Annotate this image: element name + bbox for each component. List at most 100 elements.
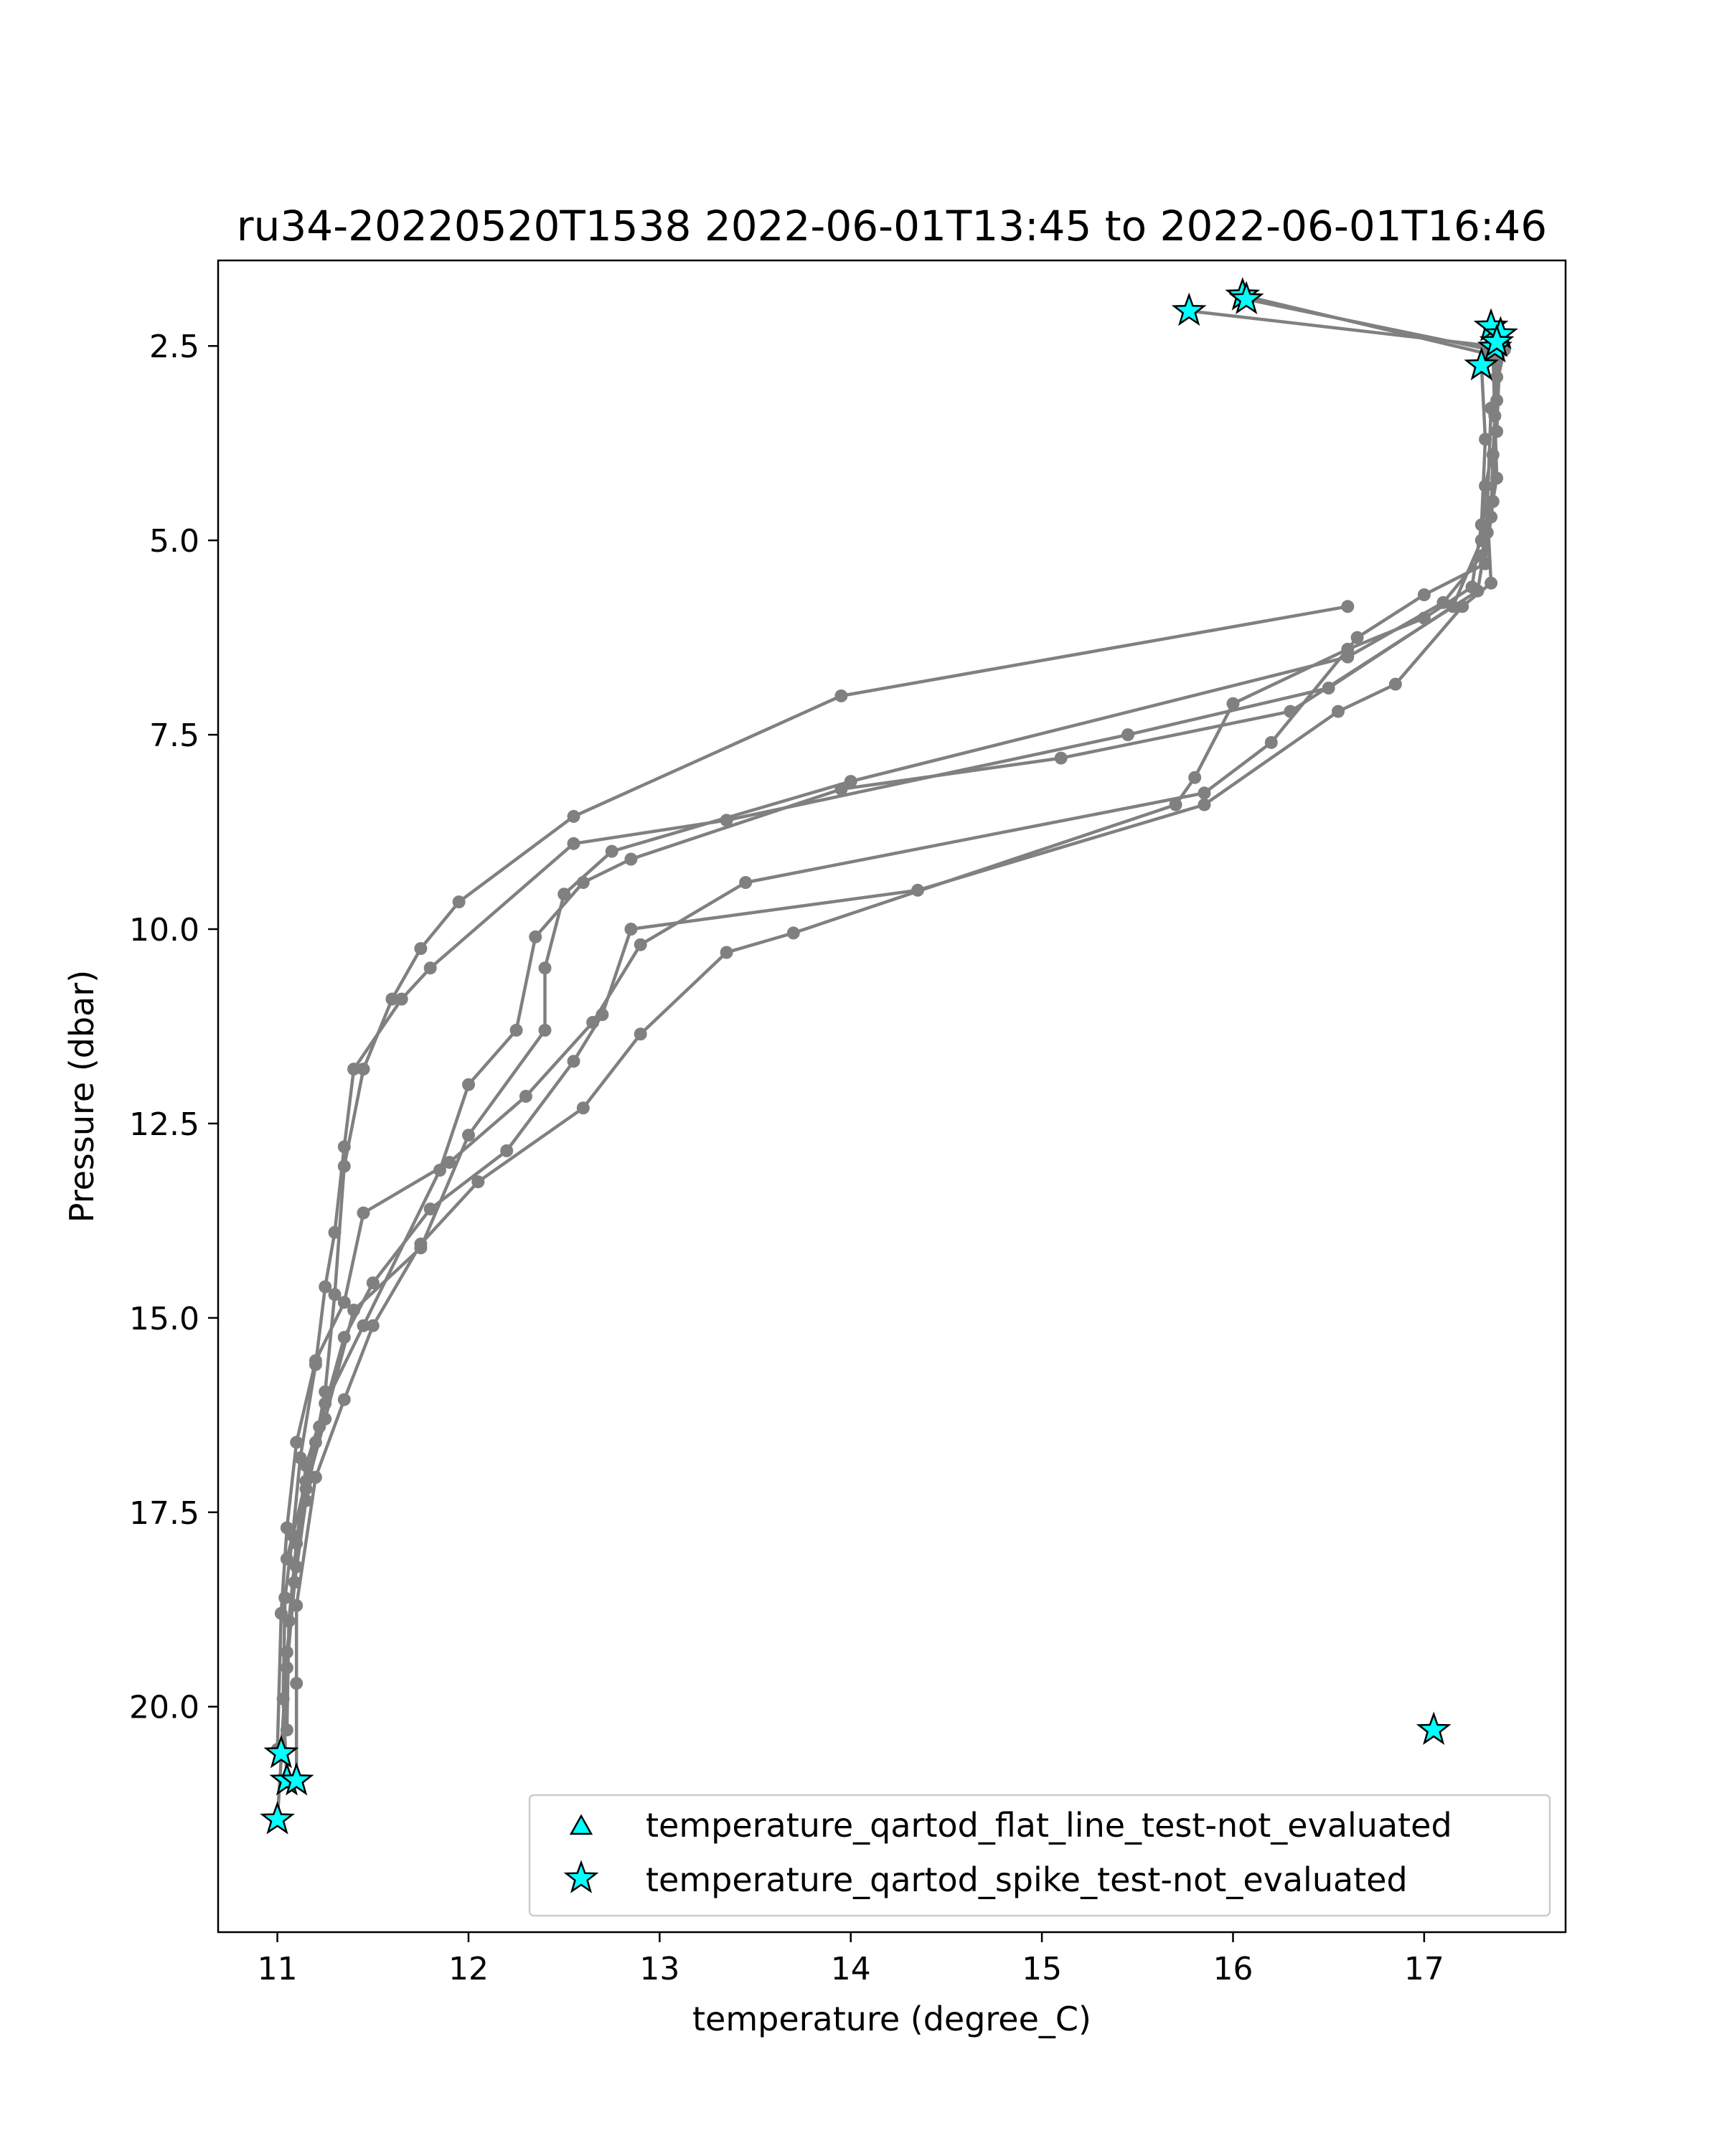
data-point (538, 961, 552, 975)
data-point (1490, 370, 1504, 384)
x-axis: 11 12 13 14 15 16 17 (258, 1932, 1444, 1987)
legend-label-flat-line: temperature_qartod_flat_line_test-not_ev… (646, 1806, 1452, 1845)
spike-flag-star (1464, 347, 1500, 381)
data-point (313, 1420, 326, 1434)
data-point (1456, 600, 1469, 613)
data-point (280, 1661, 293, 1675)
data-point (844, 775, 857, 789)
data-point (739, 876, 753, 889)
legend-item-flat-line: temperature_qartod_flat_line_test-not_ev… (569, 1806, 1452, 1845)
data-point (1198, 798, 1211, 811)
data-point (1417, 611, 1431, 625)
spike-flag-star (278, 1762, 314, 1796)
data-point (1264, 735, 1278, 749)
data-point (328, 1225, 342, 1239)
data-point (299, 1494, 313, 1507)
legend: temperature_qartod_flat_line_test-not_ev… (528, 1794, 1551, 1917)
data-point (557, 888, 571, 901)
x-tick-label: 16 (1213, 1951, 1253, 1987)
legend-frame (528, 1794, 1551, 1917)
data-point (337, 1296, 351, 1309)
data-point (1198, 786, 1211, 800)
data-point (1054, 751, 1068, 765)
data-point (278, 1591, 292, 1604)
data-point (1341, 642, 1355, 656)
data-point (576, 1101, 590, 1115)
data-point (1188, 771, 1202, 784)
data-point (328, 1288, 342, 1301)
plot-frame (217, 259, 1567, 1934)
data-point (347, 1304, 361, 1317)
data-point (634, 1027, 647, 1041)
data-point (274, 1606, 288, 1620)
data-point (462, 1078, 475, 1091)
data-point (1284, 705, 1297, 718)
data-point (471, 1175, 485, 1189)
data-point (347, 1063, 361, 1076)
data-point (509, 1023, 523, 1037)
data-point (720, 814, 733, 827)
data-point (290, 1436, 304, 1449)
data-point (596, 1008, 609, 1022)
y-axis: 2.5 5.0 7.5 10.0 12.5 15.0 17.5 20.0 (129, 329, 218, 1726)
data-point (538, 1023, 552, 1037)
data-point (1446, 600, 1459, 613)
data-point (1322, 682, 1335, 695)
data-point (385, 992, 399, 1006)
data-point (834, 689, 848, 702)
spike-flag-star (1171, 292, 1207, 326)
data-point (1490, 425, 1504, 438)
data-point (567, 809, 580, 823)
data-point (1388, 677, 1402, 691)
data-point (319, 1385, 332, 1398)
x-tick-label: 13 (639, 1951, 679, 1987)
profile-line-8 (1246, 297, 1492, 352)
data-point (1479, 433, 1492, 446)
data-point (290, 1560, 304, 1573)
x-tick-label: 15 (1022, 1951, 1062, 1987)
data-point (443, 1156, 456, 1169)
y-tick-label: 17.5 (129, 1495, 199, 1532)
data-point (319, 1280, 332, 1294)
data-point (309, 1436, 322, 1449)
data-point (337, 1331, 351, 1344)
data-point (1350, 631, 1364, 644)
data-point (1474, 534, 1488, 547)
data-point (423, 961, 437, 975)
data-point (357, 1206, 370, 1220)
spike-flag-star (1228, 281, 1264, 315)
spike-flag-star (1416, 1711, 1452, 1745)
spike-flag-star (260, 1801, 296, 1835)
data-point (1417, 588, 1431, 601)
y-axis-label: Pressure (dbar) (62, 970, 101, 1223)
star-marker-icon (563, 1860, 599, 1893)
spike-flag-star (1479, 324, 1515, 357)
data-point (288, 1576, 301, 1589)
data-point (1479, 557, 1492, 570)
data-point (1121, 728, 1134, 742)
data-point (1486, 448, 1500, 461)
legend-item-spike: temperature_qartod_spike_test-not_evalua… (563, 1860, 1408, 1899)
x-tick-label: 11 (258, 1951, 298, 1987)
y-tick-label: 7.5 (149, 717, 199, 754)
data-point (290, 1677, 304, 1690)
x-tick-label: 17 (1404, 1951, 1444, 1987)
data-point (1474, 518, 1488, 532)
data-point (1465, 580, 1479, 594)
data-point (280, 1645, 293, 1659)
data-point (1490, 471, 1504, 485)
data-point (414, 942, 428, 956)
data-point (834, 782, 848, 796)
y-tick-label: 12.5 (129, 1106, 199, 1143)
data-point (1479, 479, 1492, 493)
data-point (423, 1202, 437, 1216)
data-point (605, 844, 618, 858)
data-point (1485, 401, 1498, 415)
triangle-marker-icon (569, 1814, 593, 1835)
data-point (299, 1474, 313, 1488)
data-point (786, 926, 800, 940)
y-tick-label: 10.0 (129, 912, 199, 948)
y-tick-label: 2.5 (149, 329, 199, 365)
